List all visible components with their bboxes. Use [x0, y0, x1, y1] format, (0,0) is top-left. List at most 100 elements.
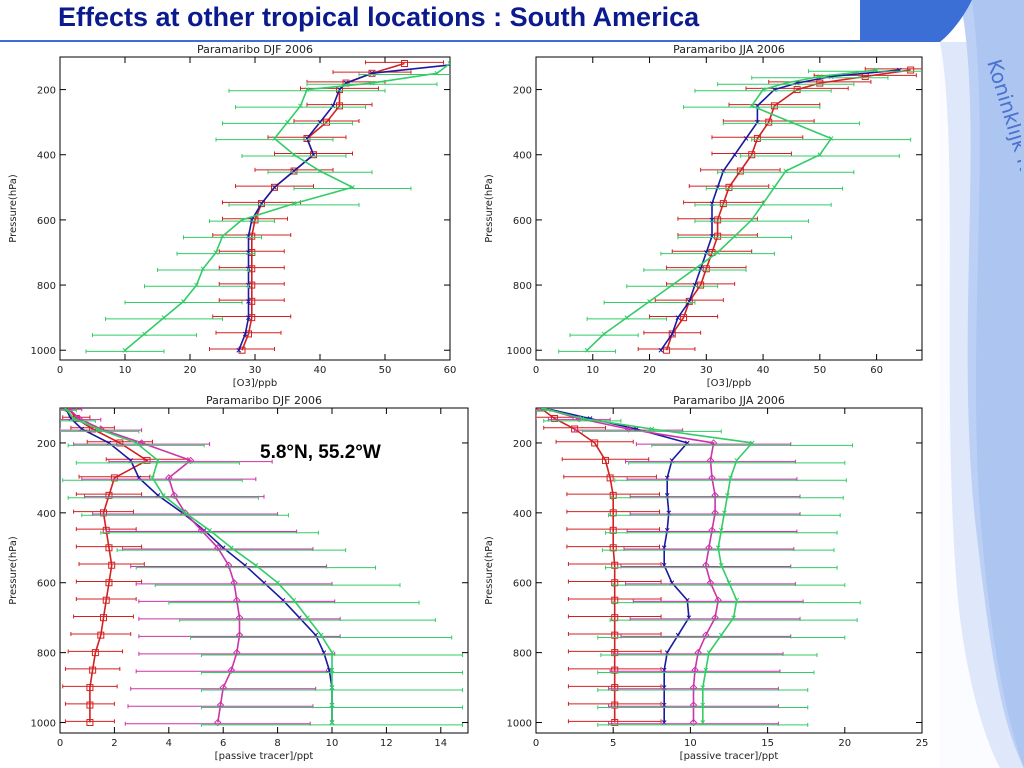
data-point: [728, 475, 733, 481]
data-point: [336, 102, 343, 110]
series-0: [209, 60, 444, 354]
data-point: [137, 439, 146, 447]
data-point: [609, 526, 617, 534]
x-tick-label: 60: [870, 365, 883, 376]
data-point: [611, 666, 619, 674]
data-point: [591, 439, 599, 447]
chart-title: Paramaribo JJA 2006: [673, 394, 785, 407]
y-tick-label: 1000: [31, 346, 56, 357]
data-point: [200, 266, 206, 272]
data-point: [143, 456, 151, 464]
data-point: [235, 631, 244, 639]
y-tick-label: 400: [513, 509, 532, 520]
data-point: [303, 134, 311, 142]
data-point: [715, 545, 721, 551]
chart-panel-jja-ozone: Paramaribo JJA 2006 0 10 20 30 40 50 60 200 400 60…: [484, 43, 923, 389]
data-point: [89, 666, 97, 674]
data-point: [272, 184, 277, 190]
data-point: [705, 544, 713, 552]
data-point: [86, 701, 94, 709]
data-point: [609, 491, 617, 499]
data-point: [95, 426, 101, 432]
x-tick-label: 12: [380, 738, 393, 749]
y-tick-label: 1000: [31, 719, 56, 730]
data-point: [708, 248, 716, 256]
data-point: [214, 718, 222, 727]
series-1: [541, 408, 692, 725]
data-point: [731, 615, 736, 621]
y-tick-label: 600: [513, 579, 532, 590]
x-tick-label: 60: [444, 365, 457, 376]
data-point: [246, 299, 251, 304]
x-tick-label: 8: [274, 738, 280, 749]
data-point: [97, 631, 105, 639]
x-tick-label: 20: [643, 365, 656, 376]
data-point: [100, 614, 108, 622]
data-point: [783, 168, 789, 174]
series-3: [60, 408, 464, 727]
data-point: [624, 425, 633, 433]
data-point: [105, 579, 113, 587]
x-tick-label: 0: [533, 365, 539, 376]
series-3: [536, 408, 861, 727]
y-tick-label: 600: [37, 579, 56, 590]
data-point: [765, 118, 773, 126]
data-point: [760, 201, 766, 206]
data-point: [539, 408, 545, 411]
x-tick-label: 50: [813, 365, 826, 376]
data-point: [675, 315, 681, 320]
series-line: [67, 408, 241, 723]
data-point: [298, 103, 303, 109]
data-point: [734, 597, 740, 603]
series-line: [238, 64, 450, 351]
data-point: [770, 102, 778, 110]
data-point: [711, 509, 719, 517]
data-point: [329, 667, 335, 673]
data-point: [732, 152, 738, 158]
series-group: [60, 408, 464, 727]
chart-title: Paramaribo DJF 2006: [197, 43, 313, 56]
data-point: [197, 526, 206, 535]
data-point: [142, 331, 147, 337]
data-point: [668, 330, 676, 338]
data-point: [793, 86, 801, 94]
data-point: [760, 87, 766, 92]
data-point: [230, 579, 238, 587]
data-point: [291, 597, 297, 603]
plot-frame: [535, 56, 923, 361]
x-tick-label: 0: [57, 365, 63, 376]
series-group: [536, 408, 861, 727]
data-point: [253, 562, 259, 568]
x-axis-label: [passive tracer]/ppt: [215, 751, 314, 762]
x-tick-label: 30: [249, 365, 262, 376]
series-2: [536, 408, 804, 727]
data-point: [350, 184, 355, 190]
data-point: [732, 233, 738, 239]
x-tick-label: 10: [326, 738, 339, 749]
data-point: [700, 685, 706, 690]
data-point: [369, 80, 375, 86]
data-point: [584, 347, 590, 353]
data-point: [718, 562, 724, 568]
series-line: [660, 69, 900, 351]
series-line: [665, 69, 911, 351]
data-point: [702, 561, 710, 569]
data-point: [700, 720, 706, 725]
data-point: [691, 666, 699, 674]
data-point: [91, 649, 99, 657]
data-point: [736, 167, 744, 175]
data-point: [434, 70, 440, 76]
data-point: [722, 510, 727, 516]
data-point: [694, 648, 702, 657]
institute-label: Koninklijk Nederlands Meteorologisch Ins…: [982, 56, 1021, 507]
plot-frame: [535, 407, 923, 734]
chart-panel-djf-ozone: Paramaribo DJF 2006 0 10 20 30 40 50 60 200 400 60…: [8, 43, 457, 389]
data-point: [680, 314, 688, 322]
x-axis-label: [passive tracer]/ppt: [680, 751, 779, 762]
data-point: [714, 232, 722, 240]
x-tick-label: 4: [166, 738, 172, 749]
data-point: [907, 66, 915, 74]
data-point: [317, 168, 323, 174]
plot-frame: [59, 407, 469, 734]
data-point: [719, 200, 727, 208]
